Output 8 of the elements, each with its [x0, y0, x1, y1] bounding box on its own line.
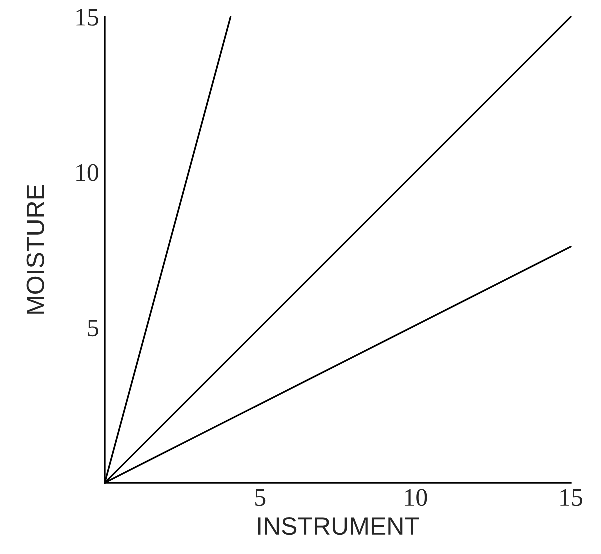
- x-tick-label: 15: [560, 489, 583, 506]
- x-tick-label: 5: [256, 490, 266, 506]
- y-tick-label: 5: [88, 320, 98, 337]
- x-tick-label: 10: [405, 489, 428, 506]
- y-tick-label: 10: [76, 164, 98, 182]
- y-axis-title: MOISTURE: [26, 185, 45, 314]
- y-tick-label: 15: [76, 9, 98, 26]
- x-axis-title: INSTRUMENT: [258, 517, 420, 536]
